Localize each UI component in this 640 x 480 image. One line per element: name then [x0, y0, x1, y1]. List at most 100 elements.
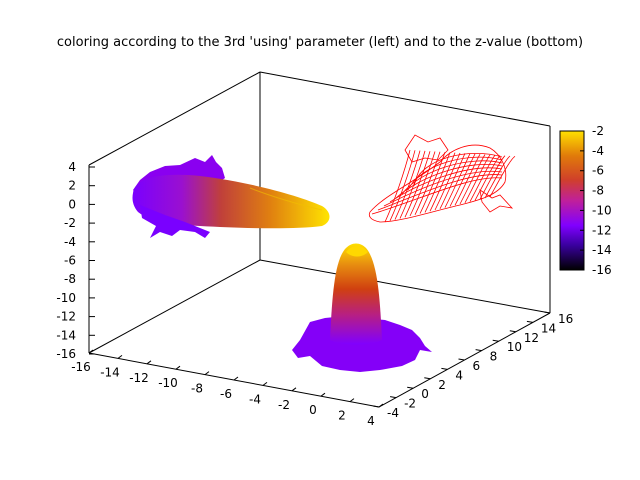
mesh-line	[444, 153, 471, 208]
y-tick-label: 6	[473, 359, 481, 373]
y-tick-label: 0	[421, 387, 429, 401]
y-tick-label: 4	[455, 368, 463, 382]
z-tick-label: -14	[56, 328, 76, 342]
colorbar-tick-label: -8	[592, 184, 604, 198]
mesh-line	[404, 151, 431, 218]
y-tick-mark	[526, 320, 533, 323]
x-tick-label: -16	[71, 360, 91, 374]
mesh-line	[377, 174, 503, 211]
y-tick-mark	[424, 377, 431, 380]
z-tick-label: 2	[68, 179, 76, 193]
mesh-line	[479, 155, 506, 200]
y-tick-label: 16	[558, 312, 573, 326]
z-tick-label: 0	[68, 197, 76, 211]
x-tick-mark	[233, 376, 239, 381]
z-tick-label: -4	[64, 235, 76, 249]
mesh-line	[384, 149, 411, 223]
x-tick-label: -12	[129, 371, 149, 385]
mesh-line	[401, 160, 503, 195]
z-tick-label: -2	[64, 216, 76, 230]
cone-tip-band	[249, 187, 323, 211]
mesh-line	[394, 150, 421, 220]
x-tick-label: -10	[158, 376, 178, 390]
y-tick-mark	[372, 405, 380, 408]
mesh-line	[371, 177, 503, 215]
z-tick-label: -10	[56, 291, 76, 305]
box-back-top-edge	[88, 71, 261, 166]
box-floor-back-right	[259, 259, 551, 314]
colorbar-tick-label: -4	[592, 144, 604, 158]
y-tick-mark	[509, 330, 516, 333]
mesh-line	[389, 167, 503, 203]
y-tick-mark	[475, 349, 482, 352]
x-tick-mark	[117, 354, 123, 359]
y-tick-mark	[492, 339, 499, 342]
z-tick-label: -16	[56, 347, 76, 361]
x-tick-mark	[204, 371, 210, 376]
x-tick-mark	[146, 360, 152, 365]
cone-front-fringe	[140, 205, 210, 238]
mesh-line	[424, 152, 451, 213]
x-tick-label: 2	[338, 409, 346, 423]
mesh-line	[407, 156, 503, 191]
y-tick-mark	[390, 396, 397, 399]
z-axis-ticks: 4 2 0 -2 -4 -6 -8 -10 -12 -14 -16	[56, 160, 95, 361]
cone-body	[132, 174, 330, 229]
colorbar-tick-label: -12	[592, 223, 612, 237]
x-axis-ticks: -16 -14 -12 -10 -8 -6 -4 -2 0 2 4	[71, 349, 384, 428]
x-tick-label: 0	[309, 403, 317, 417]
mesh-line	[383, 170, 503, 207]
mesh-line	[474, 155, 501, 201]
x-tick-mark	[320, 392, 326, 397]
x-tick-mark	[88, 349, 94, 354]
x-tick-mark	[378, 403, 384, 408]
mesh-fin-right	[479, 189, 514, 213]
x-tick-label: -2	[278, 398, 290, 412]
y-tick-mark	[441, 367, 448, 370]
mesh-fin-top	[404, 134, 449, 163]
y-tick-label: 14	[541, 321, 556, 335]
x-tick-mark	[291, 387, 297, 392]
y-tick-label: -4	[387, 406, 399, 420]
colorbar-tick-label: -16	[592, 263, 612, 277]
colorbar: -2 -4 -6 -8 -10 -12 -14 -16	[559, 124, 612, 277]
z-tick-label: 4	[68, 160, 76, 174]
peak-cap	[346, 246, 368, 257]
mesh-line	[419, 151, 446, 214]
x-tick-label: 4	[367, 414, 375, 428]
colorbar-tick-label: -6	[592, 164, 604, 178]
chart-title: coloring according to the 3rd 'using' pa…	[56, 35, 584, 50]
y-tick-label: 8	[490, 350, 498, 364]
colorbar-tick-label: -14	[592, 243, 612, 257]
mesh-line	[489, 155, 516, 197]
x-tick-mark	[175, 365, 181, 370]
colorbar-gradient	[559, 130, 585, 271]
x-tick-label: -4	[249, 392, 261, 406]
z-tick-label: -12	[56, 310, 76, 324]
y-tick-label: -2	[404, 397, 416, 411]
mesh-line	[439, 153, 466, 209]
x-tick-label: -6	[220, 387, 232, 401]
mesh-line	[469, 154, 496, 202]
mesh-line	[413, 153, 503, 187]
colorbar-tick-label: -2	[592, 124, 604, 138]
z-tick-label: -8	[64, 272, 76, 286]
x-tick-label: -14	[100, 365, 120, 379]
x-tick-mark	[262, 381, 268, 386]
y-tick-mark	[407, 386, 414, 389]
surface-left-cone	[132, 155, 330, 238]
colorbar-ticks: -2 -4 -6 -8 -10 -12 -14 -16	[580, 124, 612, 277]
y-tick-mark	[458, 358, 465, 361]
y-tick-label: 2	[438, 378, 446, 392]
mesh-line	[409, 151, 436, 217]
z-tick-label: -6	[64, 254, 76, 268]
mesh-line	[429, 152, 456, 212]
y-tick-mark	[543, 311, 551, 314]
y-tick-label: 12	[524, 331, 539, 345]
mesh-outline	[368, 144, 507, 223]
colorbar-tick-label: -10	[592, 203, 612, 217]
x-tick-mark	[349, 398, 355, 403]
box-floor-back-left	[88, 259, 261, 354]
